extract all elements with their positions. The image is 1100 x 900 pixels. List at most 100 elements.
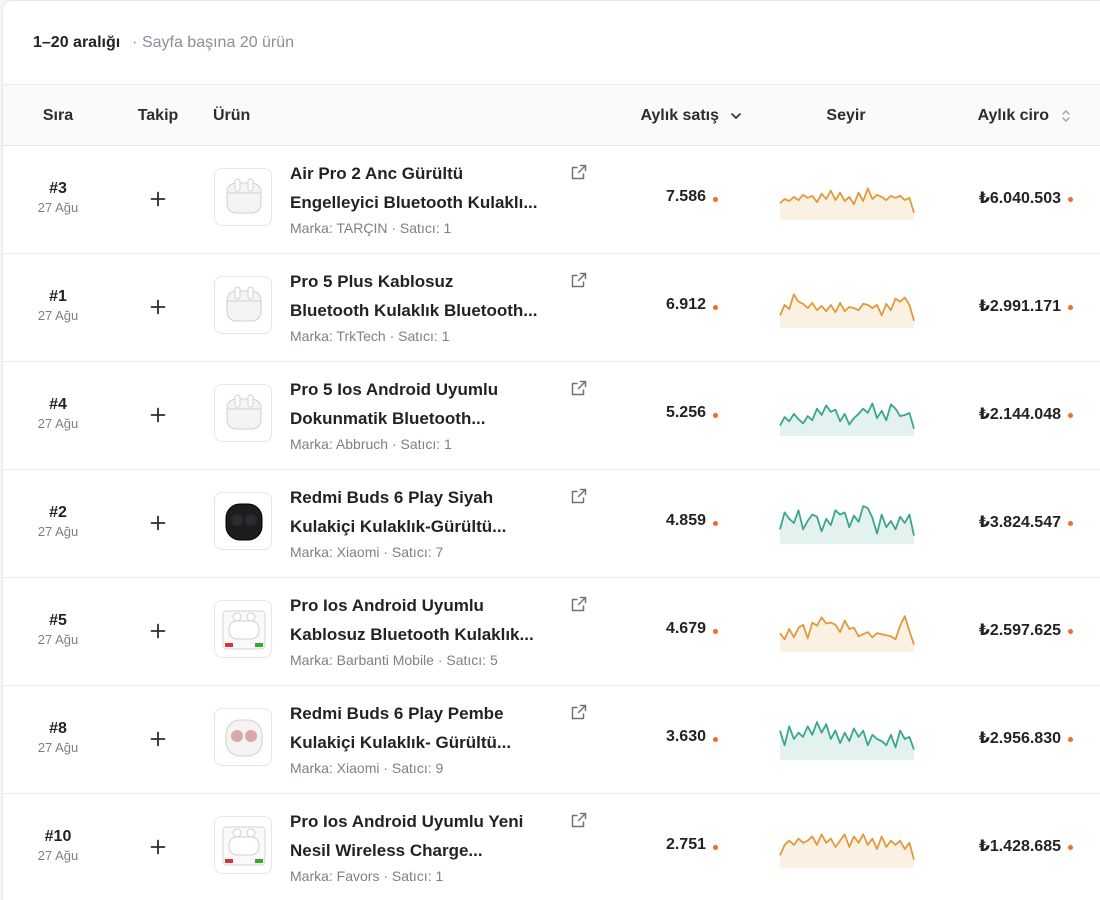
sort-updown-icon — [1062, 109, 1070, 122]
column-header-rank: Sıra — [42, 106, 74, 124]
plus-icon — [150, 731, 166, 747]
range-label: 1–20 aralığı — [33, 33, 121, 51]
external-link-icon[interactable] — [570, 595, 588, 613]
follow-button[interactable] — [143, 184, 173, 214]
table-row[interactable]: #4 27 Ağu Pro 5 Ios Android Uyumlu Dokun… — [3, 362, 1100, 470]
trend-sparkline — [779, 293, 915, 328]
rank-number: #5 — [49, 612, 67, 629]
trend-sparkline — [779, 721, 915, 760]
sparkline-line — [779, 833, 915, 860]
sparkline-line — [779, 615, 915, 645]
rank-cell: #2 27 Ağu — [3, 504, 113, 539]
product-meta: Marka: Xiaomi · Satıcı: 9 — [290, 760, 444, 776]
revenue-indicator-dot — [1068, 413, 1073, 418]
product-meta: Marka: Favors · Satıcı: 1 — [290, 868, 444, 884]
column-header-follow: Takip — [137, 106, 179, 124]
plus-icon — [150, 191, 166, 207]
sparkline-line — [779, 402, 915, 429]
rank-number: #2 — [49, 504, 67, 521]
product-title[interactable]: Pro Ios Android Uyumlu Yeni Nesil Wirele… — [290, 807, 565, 865]
external-link-icon[interactable] — [570, 487, 588, 505]
external-link-icon[interactable] — [570, 703, 588, 721]
sales-indicator-dot — [713, 845, 718, 850]
table-row[interactable]: #10 27 Ağu Pro Ios Android Uyumlu Yeni N… — [3, 794, 1100, 900]
product-title-line1: Air Pro 2 Anc Gürültü — [290, 164, 464, 183]
table-row[interactable]: #5 27 Ağu Pro Ios Android Uyumlu Kablosu… — [3, 578, 1100, 686]
pink-earbuds-case-icon — [225, 719, 263, 757]
trend-sparkline — [779, 505, 915, 544]
product-thumbnail[interactable] — [214, 708, 272, 766]
product-thumbnail[interactable] — [214, 276, 272, 334]
rank-date: 27 Ağu — [37, 416, 79, 431]
follow-button[interactable] — [143, 724, 173, 754]
sales-indicator-dot — [713, 305, 718, 310]
table-row[interactable]: #8 27 Ağu Redmi Buds 6 Play Pembe Kulaki… — [3, 686, 1100, 794]
monthly-sales-value: 2.751 — [665, 836, 706, 853]
product-title-line1: Pro 5 Plus Kablosuz — [290, 272, 454, 291]
external-link-icon[interactable] — [570, 163, 588, 181]
pagination-summary: 1–20 aralığı · Sayfa başına 20 ürün — [3, 1, 1100, 85]
external-link-icon[interactable] — [570, 811, 588, 829]
monthly-revenue-value: ₺1.428.685 — [978, 838, 1061, 855]
revenue-indicator-dot — [1068, 305, 1073, 310]
white-airpods-case-icon — [226, 178, 262, 214]
table-row[interactable]: #2 27 Ağu Redmi Buds 6 Play Siyah Kulaki… — [3, 470, 1100, 578]
rank-date: 27 Ağu — [37, 740, 79, 755]
sparkline-line — [779, 505, 915, 536]
rank-date: 27 Ağu — [37, 848, 79, 863]
product-title[interactable]: Redmi Buds 6 Play Pembe Kulakiçi Kulaklı… — [290, 699, 565, 757]
sales-indicator-dot — [713, 197, 718, 202]
product-title-line1: Redmi Buds 6 Play Siyah — [290, 488, 494, 507]
table-body: #3 27 Ağu Air Pro 2 Anc Gürültü Engelley… — [3, 146, 1100, 900]
table-header: Sıra Takip Ürün Aylık satış Seyir Aylık … — [3, 85, 1100, 146]
per-page-label: · Sayfa başına 20 ürün — [132, 33, 295, 51]
column-header-monthly-sales[interactable]: Aylık satış — [563, 85, 753, 146]
column-header-monthly-revenue[interactable]: Aylık ciro — [923, 85, 1081, 146]
revenue-indicator-dot — [1068, 629, 1073, 634]
product-title-line2: Engelleyici Bluetooth Kulaklı... — [290, 193, 538, 212]
sales-indicator-dot — [713, 737, 718, 742]
rank-number: #1 — [49, 288, 67, 305]
follow-button[interactable] — [143, 616, 173, 646]
rank-number: #3 — [49, 180, 67, 197]
product-title-line2: Kulakiçi Kulaklık- Gürültü... — [290, 733, 512, 752]
product-title[interactable]: Pro 5 Plus Kablosuz Bluetooth Kulaklık B… — [290, 267, 565, 325]
product-thumbnail[interactable] — [214, 600, 272, 658]
product-title-line1: Redmi Buds 6 Play Pembe — [290, 704, 504, 723]
white-earbuds-case-icon — [226, 286, 262, 322]
plus-icon — [150, 407, 166, 423]
sales-indicator-dot — [713, 629, 718, 634]
monthly-revenue-value: ₺2.597.625 — [978, 622, 1061, 639]
product-meta: Marka: Xiaomi · Satıcı: 7 — [290, 544, 444, 560]
rank-number: #8 — [49, 720, 67, 737]
product-title[interactable]: Redmi Buds 6 Play Siyah Kulakiçi Kulaklı… — [290, 483, 565, 541]
chevron-down-icon — [731, 112, 741, 119]
follow-button[interactable] — [143, 292, 173, 322]
product-thumbnail[interactable] — [214, 816, 272, 874]
product-title[interactable]: Pro Ios Android Uyumlu Kablosuz Bluetoot… — [290, 591, 565, 649]
trend-sparkline — [779, 833, 915, 868]
plus-icon — [150, 515, 166, 531]
table-row[interactable]: #1 27 Ağu Pro 5 Plus Kablosuz Bluetooth … — [3, 254, 1100, 362]
white-earbuds-box-icon — [222, 826, 266, 866]
external-link-icon[interactable] — [570, 271, 588, 289]
follow-button[interactable] — [143, 508, 173, 538]
monthly-revenue-value: ₺2.956.830 — [978, 730, 1061, 747]
product-title-line1: Pro Ios Android Uyumlu Yeni — [290, 812, 524, 831]
rank-cell: #10 27 Ağu — [3, 828, 113, 863]
product-thumbnail[interactable] — [214, 492, 272, 550]
plus-icon — [150, 299, 166, 315]
product-thumbnail[interactable] — [214, 384, 272, 442]
product-title[interactable]: Pro 5 Ios Android Uyumlu Dokunmatik Blue… — [290, 375, 565, 433]
product-meta: Marka: TARÇIN · Satıcı: 1 — [290, 220, 452, 236]
product-thumbnail[interactable] — [214, 168, 272, 226]
follow-button[interactable] — [143, 400, 173, 430]
table-row[interactable]: #3 27 Ağu Air Pro 2 Anc Gürültü Engelley… — [3, 146, 1100, 254]
rank-cell: #3 27 Ağu — [3, 180, 113, 215]
follow-button[interactable] — [143, 832, 173, 862]
product-title[interactable]: Air Pro 2 Anc Gürültü Engelleyici Blueto… — [290, 159, 565, 217]
external-link-icon[interactable] — [570, 379, 588, 397]
product-meta: Marka: TrkTech · Satıcı: 1 — [290, 328, 450, 344]
white-earbuds-case-icon — [226, 394, 262, 430]
monthly-sales-value: 4.859 — [665, 512, 706, 529]
